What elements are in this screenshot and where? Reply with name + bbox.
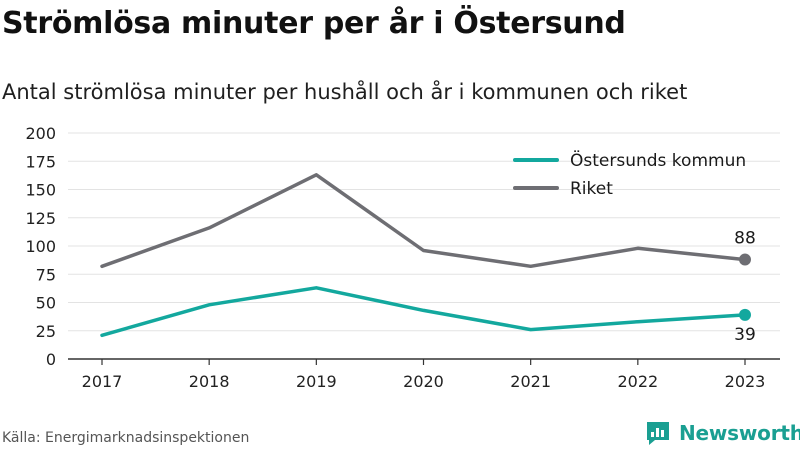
legend-label: Riket [570,179,613,199]
x-tick-label: 2023 [725,372,766,391]
x-tick-label: 2017 [82,372,123,391]
source-note: Källa: Energimarknadsinspektionen [2,430,250,446]
y-tick-label: 125 [25,209,56,228]
chart-title: Strömlösa minuter per år i Östersund [2,6,626,41]
legend: Östersunds kommun Riket [513,149,746,199]
x-tick-label: 2022 [617,372,658,391]
brand-logo: Newsworthy [645,420,800,446]
series-end-point [739,253,751,266]
brand-name: Newsworthy [679,421,800,445]
y-tick-label: 25 [36,322,56,341]
x-tick-label: 2021 [510,372,551,391]
end-value-label: 88 [734,229,756,249]
y-tick-label: 175 [25,152,56,171]
series-lines: 39 88 [100,173,756,345]
y-tick-label: 0 [46,350,56,369]
series-end-point [739,308,751,321]
legend-label: Östersunds kommun [570,149,746,171]
end-value-label: 39 [734,325,756,345]
chart-subtitle: Antal strömlösa minuter per hushåll och … [2,80,688,104]
series-line-ostersund [100,286,747,338]
y-axis-ticks: 0 25 50 75 100 125 150 175 200 [25,124,56,369]
y-tick-label: 200 [25,124,56,143]
grid-lines [68,132,780,332]
x-tick-label: 2018 [189,372,230,391]
bar-chart-speech-bubble-icon [647,422,669,445]
y-tick-label: 150 [25,181,56,200]
series-line-riket [100,173,747,269]
y-tick-label: 50 [36,294,56,313]
y-tick-label: 100 [25,237,56,256]
x-tick-label: 2019 [296,372,337,391]
y-tick-label: 75 [36,265,56,284]
x-tick-label: 2020 [403,372,444,391]
x-axis: 2017 2018 2019 2020 2021 2022 2023 [68,358,780,391]
